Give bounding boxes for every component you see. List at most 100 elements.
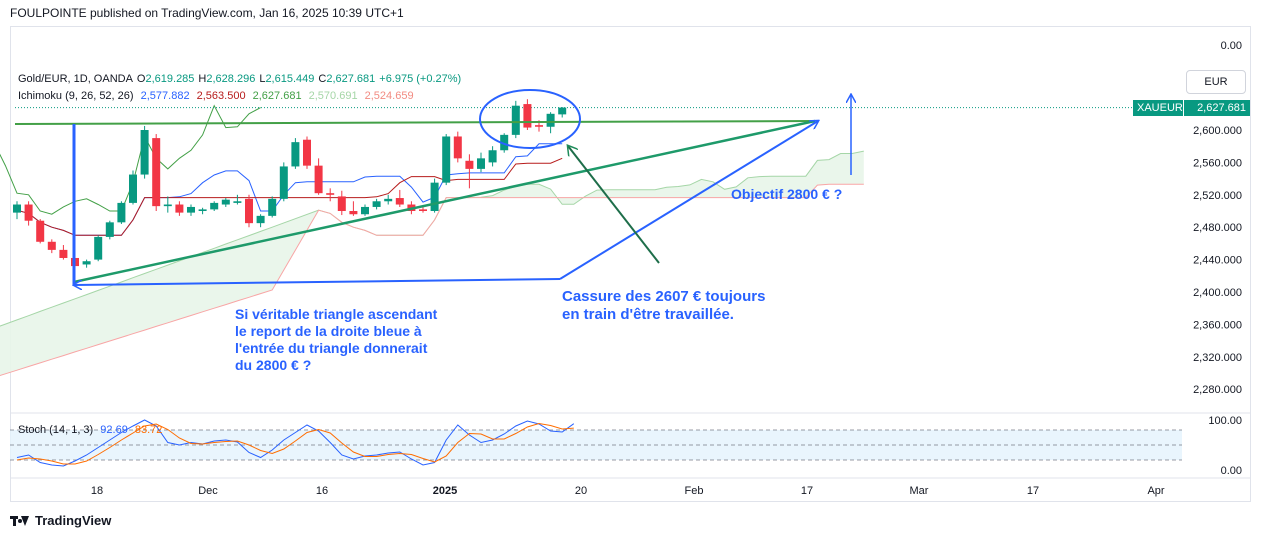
senkou-span-b	[0, 183, 864, 377]
candle	[245, 194, 253, 228]
time-tick-label: 16	[316, 485, 328, 497]
triangle-top-line	[14, 120, 816, 125]
candle	[233, 194, 242, 205]
price-axis: 0.00 2,600.000 2,560.000 2,520.000 2,480.000…	[1193, 40, 1242, 396]
ichimoku-lines	[0, 104, 1182, 236]
publish-header: FOULPOINTE published on TradingView.com,…	[10, 6, 404, 20]
price-tick-label: 0.00	[1221, 40, 1242, 52]
time-tick-label: Apr	[1147, 485, 1164, 497]
time-tick-label: 17	[801, 485, 813, 497]
stoch-tick-label: 100.00	[1208, 415, 1242, 427]
price-tick-label: 2,400.000	[1193, 287, 1242, 299]
span-a-value: 2,570.691	[308, 90, 358, 102]
time-tick-label: Feb	[685, 485, 704, 497]
candle	[303, 136, 311, 169]
price-tick-label: 2,480.000	[1193, 222, 1242, 234]
stoch-legend: Stoch (14, 1, 3) 92.69 83.72	[18, 424, 166, 436]
price-tick-label: 2,360.000	[1193, 319, 1242, 331]
candle	[13, 201, 21, 220]
stoch-d-value: 83.72	[134, 424, 163, 436]
annotation-triangle-line-3: l'entrée du triangle donnerait	[235, 340, 428, 356]
time-tick-label: 18	[91, 485, 103, 497]
candle	[314, 158, 323, 195]
candle	[24, 201, 33, 226]
price-tag-symbol: XAUEUR	[1133, 100, 1183, 116]
footer-brand: TradingView	[10, 513, 111, 528]
candle	[59, 245, 68, 260]
currency-selector[interactable]: EUR	[1186, 70, 1246, 94]
candle	[221, 198, 230, 207]
ichimoku-legend: Ichimoku (9, 26, 52, 26) 2,577.882 2,563…	[18, 90, 418, 102]
candle	[129, 170, 137, 205]
triangle-rising-line	[73, 119, 816, 284]
candle	[187, 204, 195, 216]
price-tick-label: 2,440.000	[1193, 255, 1242, 267]
stoch-label[interactable]: Stoch (14, 1, 3)	[18, 424, 94, 436]
chikou-span-line	[0, 104, 261, 215]
candle	[488, 146, 497, 167]
open-label: O	[136, 73, 146, 85]
time-tick-label: 20	[575, 485, 587, 497]
annotation-drawings	[14, 89, 851, 285]
price-tick-label: 2,600.000	[1193, 125, 1242, 137]
candle	[558, 107, 567, 118]
candle	[47, 239, 56, 254]
chikou-value: 2,627.681	[252, 90, 302, 102]
high-label: H	[198, 73, 207, 85]
time-tick-label: Dec	[198, 485, 218, 497]
price-tick-label: 2,560.000	[1193, 157, 1242, 169]
candle	[140, 125, 149, 179]
stochastic-pane: 100.00 0.00	[10, 412, 1250, 479]
low-label: L	[259, 73, 266, 85]
candle	[291, 138, 300, 169]
close-label: C	[318, 73, 327, 85]
annotation-triangle-line-1: Si véritable triangle ascendant	[235, 306, 438, 322]
candle	[430, 178, 439, 213]
time-tick-label: Mar	[910, 485, 929, 497]
candle	[198, 207, 207, 215]
price-tick-label: 2,320.000	[1193, 352, 1242, 364]
low-value: 2,615.449	[265, 73, 315, 85]
breakout-arrow	[568, 146, 660, 264]
candle	[105, 220, 114, 240]
time-tick-label: 17	[1027, 485, 1039, 497]
candle	[175, 201, 184, 216]
candle	[442, 134, 451, 186]
stoch-d-line	[16, 422, 574, 465]
stoch-tick-label: 0.00	[1221, 465, 1242, 477]
symbol-label[interactable]: Gold/EUR, 1D, OANDA	[18, 73, 133, 85]
change-value: +6.975 (+0.27%)	[379, 73, 462, 85]
candle	[268, 196, 277, 218]
candle	[465, 154, 474, 189]
candle	[326, 188, 335, 202]
candle	[163, 196, 172, 213]
breakout-ellipse	[479, 89, 581, 149]
candle	[82, 259, 91, 268]
stoch-k-value: 92.69	[100, 424, 128, 436]
candle	[152, 134, 161, 211]
price-tick-label: 2,280.000	[1193, 384, 1242, 396]
time-axis: 18 Dec 16 2025 20 Feb 17 Mar 17 Apr	[91, 485, 1165, 497]
candle	[361, 204, 369, 216]
kijun-value: 2,563.500	[196, 90, 246, 102]
candle	[453, 131, 462, 163]
brand-label: TradingView	[35, 513, 112, 528]
projection-arrow	[559, 121, 818, 280]
candle	[36, 219, 45, 244]
annotation-cassure-line-2: en train d'être travaillée.	[562, 306, 734, 323]
tradingview-logo-icon	[10, 515, 30, 527]
ichimoku-label[interactable]: Ichimoku (9, 26, 52, 26)	[18, 90, 134, 102]
high-value: 2,628.296	[206, 73, 256, 85]
candles	[13, 99, 567, 270]
chart-frame	[10, 26, 1251, 502]
ohlc-legend: Gold/EUR, 1D, OANDA O2,619.285 H2,628.296 L…	[18, 73, 465, 85]
candle	[372, 198, 381, 210]
ichimoku-cloud	[0, 150, 864, 377]
close-value: 2,627.681	[326, 73, 376, 85]
span-b-value: 2,524.659	[364, 90, 414, 102]
tenkan-value: 2,577.882	[140, 90, 190, 102]
candle	[94, 235, 103, 262]
annotation-triangle-line-2: le report de la droite bleue à	[235, 323, 422, 339]
annotation-cassure-line-1: Cassure des 2607 € toujours	[562, 288, 765, 305]
